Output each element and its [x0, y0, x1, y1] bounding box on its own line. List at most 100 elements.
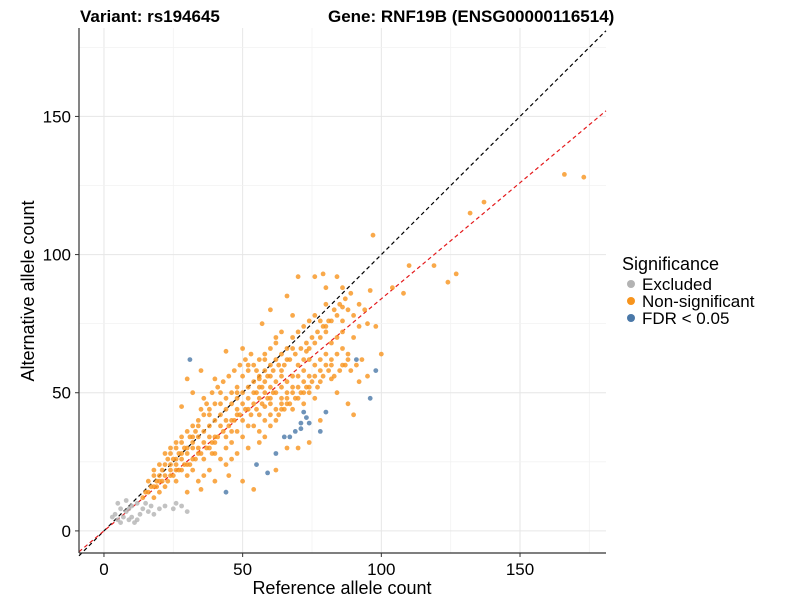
data-point: [268, 384, 273, 390]
data-point: [562, 172, 567, 177]
data-point: [273, 406, 279, 412]
data-point: [345, 307, 351, 313]
data-point: [154, 478, 160, 484]
data-point: [162, 503, 168, 509]
data-point: [262, 434, 268, 440]
data-point: [193, 429, 198, 434]
data-point: [301, 368, 307, 373]
data-point: [304, 415, 309, 420]
data-point: [198, 368, 204, 373]
data-point: [354, 357, 359, 362]
data-point: [209, 390, 215, 396]
data-point: [184, 451, 190, 456]
data-point: [273, 340, 279, 346]
data-point: [237, 412, 243, 418]
data-point: [168, 462, 173, 467]
data-point: [273, 467, 279, 473]
data-point: [179, 404, 185, 409]
data-point: [207, 423, 212, 429]
data-point: [145, 509, 151, 514]
data-point: [378, 351, 384, 357]
data-point: [218, 412, 223, 418]
data-point: [315, 329, 320, 335]
data-point: [323, 285, 329, 291]
data-point: [279, 384, 284, 390]
legend-title: Significance: [622, 254, 719, 274]
data-point: [201, 440, 207, 445]
data-point: [240, 346, 246, 351]
data-point: [290, 346, 295, 351]
data-point: [262, 390, 268, 396]
data-point: [306, 420, 312, 426]
data-point: [295, 384, 301, 390]
data-point: [365, 373, 370, 379]
data-point: [290, 384, 295, 390]
data-point: [234, 390, 240, 396]
data-point: [334, 390, 340, 396]
data-point: [279, 401, 284, 407]
data-point: [370, 232, 376, 238]
data-point: [337, 368, 343, 373]
data-point: [431, 263, 437, 268]
data-point: [157, 489, 162, 495]
data-point: [256, 395, 262, 401]
data-point: [179, 503, 185, 509]
data-point: [229, 401, 235, 407]
data-point: [262, 418, 268, 423]
data-point: [126, 517, 132, 523]
data-point: [207, 406, 212, 412]
data-point: [334, 274, 340, 280]
data-point: [179, 456, 185, 462]
data-point: [287, 401, 293, 407]
data-point: [306, 373, 312, 379]
data-point: [345, 401, 351, 407]
data-point: [273, 379, 279, 385]
data-point: [212, 451, 218, 456]
data-point: [356, 324, 362, 329]
data-point: [256, 357, 262, 362]
data-point: [226, 423, 232, 429]
data-point: [312, 362, 318, 368]
data-point: [190, 390, 196, 396]
data-point: [367, 288, 373, 293]
data-point: [315, 384, 320, 390]
data-point: [187, 462, 193, 467]
data-point: [226, 373, 232, 379]
y-tick-label: 100: [43, 246, 71, 265]
data-point: [223, 418, 229, 423]
data-point: [401, 290, 406, 296]
data-point: [312, 373, 318, 379]
data-point: [270, 368, 276, 373]
data-point: [176, 451, 182, 456]
data-point: [329, 362, 334, 368]
y-tick-label: 0: [62, 522, 71, 541]
data-point: [259, 321, 265, 327]
data-point: [345, 357, 351, 362]
data-point: [170, 456, 176, 462]
data-point: [234, 429, 240, 434]
data-point: [187, 434, 193, 440]
data-point: [298, 420, 304, 426]
data-point: [218, 390, 223, 396]
data-point: [198, 487, 204, 492]
data-point: [295, 329, 301, 335]
data-point: [190, 423, 196, 429]
data-point: [162, 484, 168, 490]
data-point: [223, 348, 229, 354]
data-point: [254, 406, 259, 412]
data-point: [212, 478, 218, 484]
data-point: [362, 307, 368, 313]
data-point: [173, 500, 179, 506]
data-point: [245, 384, 251, 390]
x-tick-label: 0: [99, 560, 108, 579]
data-point: [134, 517, 140, 523]
data-point: [453, 271, 459, 277]
data-points: [109, 172, 587, 525]
data-point: [298, 346, 304, 351]
data-point: [281, 434, 287, 440]
data-point: [312, 313, 318, 318]
data-point: [320, 324, 326, 329]
data-point: [240, 390, 246, 396]
data-point: [223, 445, 229, 451]
